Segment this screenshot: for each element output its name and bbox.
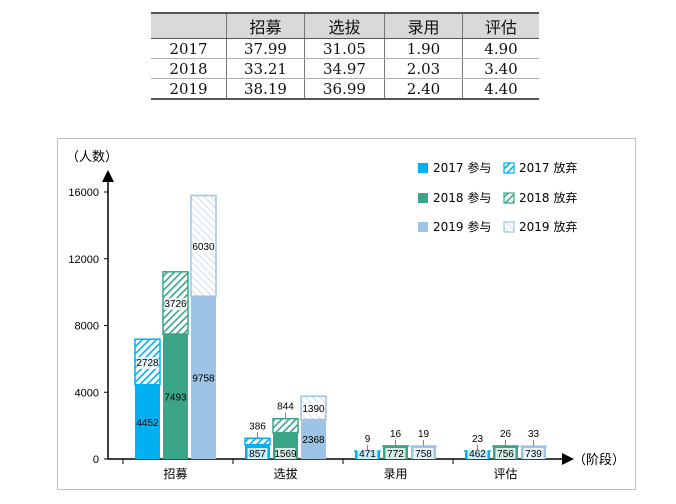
category-label: 录用 <box>383 467 407 481</box>
legend-label: 2019 放弃 <box>519 219 577 234</box>
bar-abandon-2019-3 <box>520 445 547 448</box>
bar-abandon-2018-1 <box>272 417 299 434</box>
data-label-bg <box>357 448 378 459</box>
category-label: 选拔 <box>273 466 297 481</box>
data-label-abandon: 844 <box>277 402 294 413</box>
table-cell: 4.90 <box>462 38 539 59</box>
data-label-participate: 739 <box>525 449 542 460</box>
category-label: 评估 <box>493 467 517 481</box>
data-label-participate: 7493 <box>164 392 187 403</box>
data-label-participate: 471 <box>359 449 376 460</box>
bar-abandon-2019-2 <box>410 445 437 448</box>
y-tick-label: 12000 <box>68 254 99 266</box>
legend-swatch <box>418 193 428 203</box>
data-label-bg <box>247 448 268 459</box>
data-label-participate: 772 <box>387 449 404 460</box>
table-cell: 36.99 <box>304 78 385 100</box>
table-cell: 37.99 <box>226 38 305 59</box>
data-label-bg <box>136 356 159 369</box>
x-axis-label: （阶段） <box>573 453 625 468</box>
data-label-abandon: 6030 <box>192 242 215 253</box>
data-label-participate: 462 <box>469 449 486 460</box>
table-cell: 2019 <box>151 78 227 100</box>
data-label-bg <box>275 448 296 459</box>
table-row: 2019 38.19 36.99 2.40 4.40 <box>151 78 539 100</box>
data-label-abandon: 26 <box>500 429 512 440</box>
data-label-bg <box>302 402 325 415</box>
legend-swatch <box>503 221 515 233</box>
legend-swatch <box>503 162 515 174</box>
data-label-participate: 1569 <box>274 449 297 460</box>
y-tick-label: 8000 <box>75 321 99 333</box>
bar-abandon-2018-2 <box>382 445 409 448</box>
table-cell: 2.03 <box>384 58 463 79</box>
table-cell: 38.19 <box>226 78 305 100</box>
legend-label: 2017 放弃 <box>519 160 577 175</box>
legend-label: 2019 参与 <box>433 219 491 234</box>
table-cell: 2.40 <box>384 78 463 100</box>
legend-label: 2018 参与 <box>433 190 491 205</box>
table-row: 2018 33.21 34.97 2.03 3.40 <box>151 58 539 79</box>
table-header-cell: 录用 <box>384 12 463 39</box>
bar-participate-2017-0 <box>135 384 160 459</box>
legend-swatch <box>418 163 428 173</box>
bar-participate-2018-0 <box>163 333 188 459</box>
table-cell: 2018 <box>151 58 227 79</box>
table-header-cell: 招募 <box>226 12 305 39</box>
y-tick-label: 4000 <box>75 387 99 399</box>
table-header-cell: 选拔 <box>304 12 385 39</box>
data-label-abandon: 3726 <box>164 299 187 310</box>
data-label-bg <box>523 448 544 459</box>
table-header-cell <box>151 12 227 39</box>
data-label-participate: 9758 <box>192 374 215 385</box>
legend-label: 2018 放弃 <box>519 190 577 205</box>
data-label-abandon: 386 <box>249 421 266 432</box>
table-cell: 33.21 <box>226 58 305 79</box>
table-row: 2017 37.99 31.05 1.90 4.90 <box>151 38 539 59</box>
data-label-participate: 2368 <box>302 435 325 446</box>
table-cell: 31.05 <box>304 38 385 59</box>
data-label-abandon: 2728 <box>136 358 159 369</box>
y-axis-label: （人数） <box>66 150 118 165</box>
table-header-cell: 评估 <box>462 12 539 39</box>
table-cell: 1.90 <box>384 38 463 59</box>
category-label: 招募 <box>163 467 187 481</box>
legend-swatch <box>503 192 515 204</box>
legend-swatch <box>418 222 428 232</box>
table-header-row: 招募 选拔 录用 评估 <box>151 12 539 39</box>
data-label-participate: 4452 <box>136 418 159 429</box>
y-tick-label: 0 <box>93 454 99 466</box>
y-tick-label: 16000 <box>68 187 99 199</box>
data-label-bg <box>413 448 434 459</box>
data-label-bg <box>495 448 516 459</box>
data-label-abandon: 23 <box>472 434 484 445</box>
data-label-abandon: 19 <box>418 429 430 440</box>
chart-frame <box>57 138 636 490</box>
data-label-participate: 756 <box>497 449 514 460</box>
bar-participate-2019-1 <box>301 419 326 459</box>
table-cell: 3.40 <box>462 58 539 79</box>
data-label-bg <box>467 448 488 459</box>
table-cell: 2017 <box>151 38 227 59</box>
data-table: 招募 选拔 录用 评估 2017 37.99 31.05 1.90 4.90 2… <box>151 12 539 100</box>
data-label-participate: 758 <box>415 449 432 460</box>
bar-abandon-2018-3 <box>492 445 519 448</box>
data-label-bg <box>164 297 187 310</box>
table-cell: 34.97 <box>304 58 385 79</box>
bar-participate-2019-0 <box>191 296 216 459</box>
data-label-abandon: 9 <box>365 434 371 445</box>
bar-abandon-2017-1 <box>244 437 271 446</box>
data-label-bg <box>385 448 406 459</box>
data-label-abandon: 33 <box>528 429 540 440</box>
legend-label: 2017 参与 <box>433 160 491 175</box>
data-label-abandon: 1390 <box>302 404 325 415</box>
table-cell: 4.40 <box>462 78 539 100</box>
data-label-abandon: 16 <box>390 429 402 440</box>
data-label-bg <box>192 240 215 253</box>
data-label-participate: 857 <box>249 449 266 460</box>
